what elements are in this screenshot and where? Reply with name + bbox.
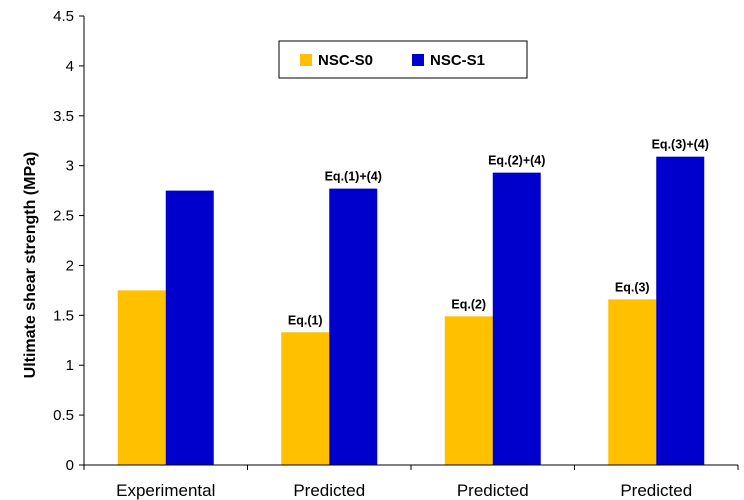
annotation-label: Eq.(3)+(4) bbox=[652, 138, 709, 152]
bar-nsc-s1-2 bbox=[492, 172, 541, 465]
annotation-label: Eq.(1) bbox=[288, 313, 323, 327]
bar-nsc-s0-1 bbox=[281, 332, 330, 465]
legend: NSC-S0 NSC-S1 bbox=[278, 40, 528, 79]
x-category-label: Predicted bbox=[457, 481, 529, 500]
legend-box bbox=[278, 40, 528, 79]
y-tick-label: 1 bbox=[66, 357, 74, 374]
y-axis-title: Ultimate shear strength (MPa) bbox=[22, 152, 39, 379]
x-category-label: Predicted bbox=[293, 481, 365, 500]
y-tick-label: 2 bbox=[66, 257, 74, 274]
y-tick-label: 4 bbox=[66, 58, 74, 75]
legend-label-nsc-s0: NSC-S0 bbox=[318, 52, 373, 69]
bar-nsc-s0-0 bbox=[117, 290, 166, 465]
y-tick-label: 0.5 bbox=[53, 407, 74, 424]
legend-swatch-nsc-s1 bbox=[412, 54, 424, 66]
annotation-label: Eq.(1)+(4) bbox=[325, 170, 382, 184]
y-tick-label: 2.5 bbox=[53, 208, 74, 225]
bar-nsc-s0-2 bbox=[444, 316, 493, 465]
annotation-label: Eq.(2) bbox=[451, 297, 486, 311]
bar-nsc-s1-3 bbox=[656, 156, 705, 466]
annotations-group: Eq.(1) Eq.(1)+(4) Eq.(2) Eq.(2)+(4) Eq.(3) Eq… bbox=[288, 138, 709, 328]
y-tick-label: 3 bbox=[66, 158, 74, 175]
annotation-label: Eq.(3) bbox=[615, 280, 650, 294]
bars-group bbox=[117, 156, 705, 466]
annotation-label: Eq.(2)+(4) bbox=[488, 154, 545, 168]
x-category-label: Predicted bbox=[620, 481, 692, 500]
y-tick-label: 0 bbox=[66, 457, 74, 474]
x-category-label: Experimental bbox=[116, 481, 215, 500]
y-tick-label: 1.5 bbox=[53, 307, 74, 324]
bar-nsc-s0-3 bbox=[608, 299, 657, 465]
bar-nsc-s1-0 bbox=[165, 190, 214, 465]
y-tick-label: 4.5 bbox=[53, 8, 74, 25]
legend-label-nsc-s1: NSC-S1 bbox=[430, 52, 485, 69]
legend-swatch-nsc-s0 bbox=[300, 54, 312, 66]
x-ticks-group: Experimental Predicted Predicted Predicted bbox=[83, 465, 739, 500]
y-ticks-group: 0 0.5 1 1.5 2 2.5 3 3.5 4 4.5 bbox=[53, 8, 84, 474]
y-tick-label: 3.5 bbox=[53, 108, 74, 125]
bar-nsc-s1-1 bbox=[329, 188, 378, 466]
